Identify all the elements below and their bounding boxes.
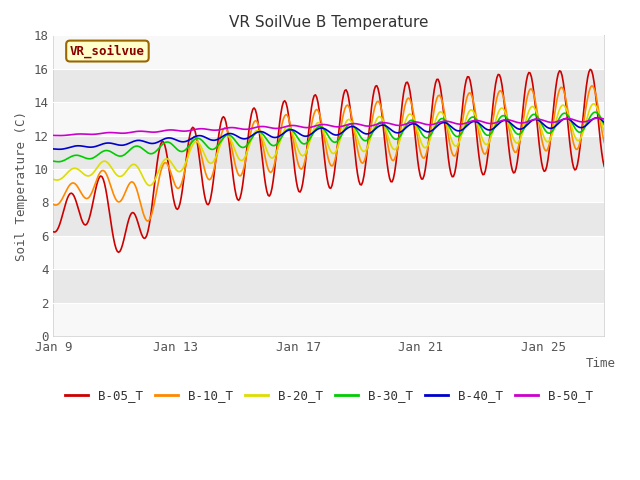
Line: B-40_T: B-40_T (53, 118, 604, 149)
B-30_T (591, 109, 599, 115)
B-50_T (49, 132, 57, 138)
B-20_T (371, 123, 378, 129)
B-05_T (600, 164, 608, 169)
B-40_T (486, 127, 494, 133)
B-20_T (600, 130, 608, 135)
B-20_T (486, 136, 494, 142)
B-50_T (486, 120, 494, 126)
Line: B-05_T: B-05_T (53, 70, 604, 252)
B-30_T (54, 159, 62, 165)
B-20_T (433, 114, 441, 120)
Bar (53, 135, 604, 169)
Title: VR SoilVue B Temperature: VR SoilVue B Temperature (229, 15, 429, 30)
B-30_T (371, 127, 378, 132)
Bar (53, 203, 604, 236)
B-20_T (145, 183, 153, 189)
B-20_T (590, 101, 598, 107)
B-05_T (115, 250, 122, 255)
B-10_T (433, 96, 441, 101)
B-50_T (371, 122, 378, 128)
Line: B-50_T: B-50_T (53, 118, 604, 135)
B-20_T (92, 167, 99, 173)
B-05_T (371, 87, 378, 93)
B-40_T (371, 127, 378, 133)
B-30_T (49, 158, 57, 164)
B-10_T (92, 180, 99, 186)
Legend: B-05_T, B-10_T, B-20_T, B-30_T, B-40_T, B-50_T: B-05_T, B-10_T, B-20_T, B-30_T, B-40_T, … (60, 384, 598, 408)
B-30_T (486, 131, 494, 137)
B-10_T (486, 132, 494, 138)
B-50_T (600, 116, 608, 122)
B-50_T (433, 120, 441, 126)
Bar (53, 269, 604, 302)
B-30_T (433, 121, 441, 127)
Y-axis label: Soil Temperature (C): Soil Temperature (C) (15, 111, 28, 261)
B-50_T (594, 115, 602, 121)
B-10_T (556, 87, 563, 93)
X-axis label: Time: Time (585, 357, 615, 370)
Text: VR_soilvue: VR_soilvue (70, 44, 145, 58)
Line: B-10_T: B-10_T (53, 86, 604, 221)
B-20_T (475, 125, 483, 131)
B-50_T (93, 131, 100, 137)
B-50_T (556, 118, 563, 123)
B-50_T (56, 132, 63, 138)
B-10_T (475, 132, 483, 137)
B-30_T (93, 153, 100, 158)
B-40_T (593, 115, 600, 120)
B-10_T (600, 140, 608, 145)
Bar (53, 36, 604, 69)
B-05_T (586, 67, 594, 72)
B-40_T (600, 120, 608, 125)
B-40_T (93, 143, 100, 149)
B-40_T (49, 146, 57, 152)
B-50_T (475, 118, 483, 124)
B-05_T (92, 187, 99, 192)
B-40_T (475, 120, 483, 126)
Line: B-30_T: B-30_T (53, 112, 604, 162)
Bar (53, 69, 604, 102)
B-40_T (54, 146, 62, 152)
B-20_T (49, 177, 57, 182)
B-40_T (556, 120, 563, 125)
B-30_T (475, 121, 483, 127)
B-30_T (556, 115, 563, 121)
B-20_T (556, 107, 563, 112)
B-10_T (588, 83, 595, 89)
B-05_T (556, 68, 563, 74)
B-10_T (49, 202, 57, 207)
B-30_T (600, 122, 608, 128)
B-05_T (475, 154, 483, 159)
Bar (53, 169, 604, 203)
Bar (53, 236, 604, 269)
B-40_T (433, 123, 441, 129)
B-05_T (433, 76, 441, 82)
Bar (53, 102, 604, 135)
B-10_T (144, 218, 152, 224)
Bar (53, 302, 604, 336)
B-05_T (486, 127, 494, 133)
B-05_T (49, 229, 57, 235)
B-10_T (371, 107, 378, 112)
Line: B-20_T: B-20_T (53, 104, 604, 186)
